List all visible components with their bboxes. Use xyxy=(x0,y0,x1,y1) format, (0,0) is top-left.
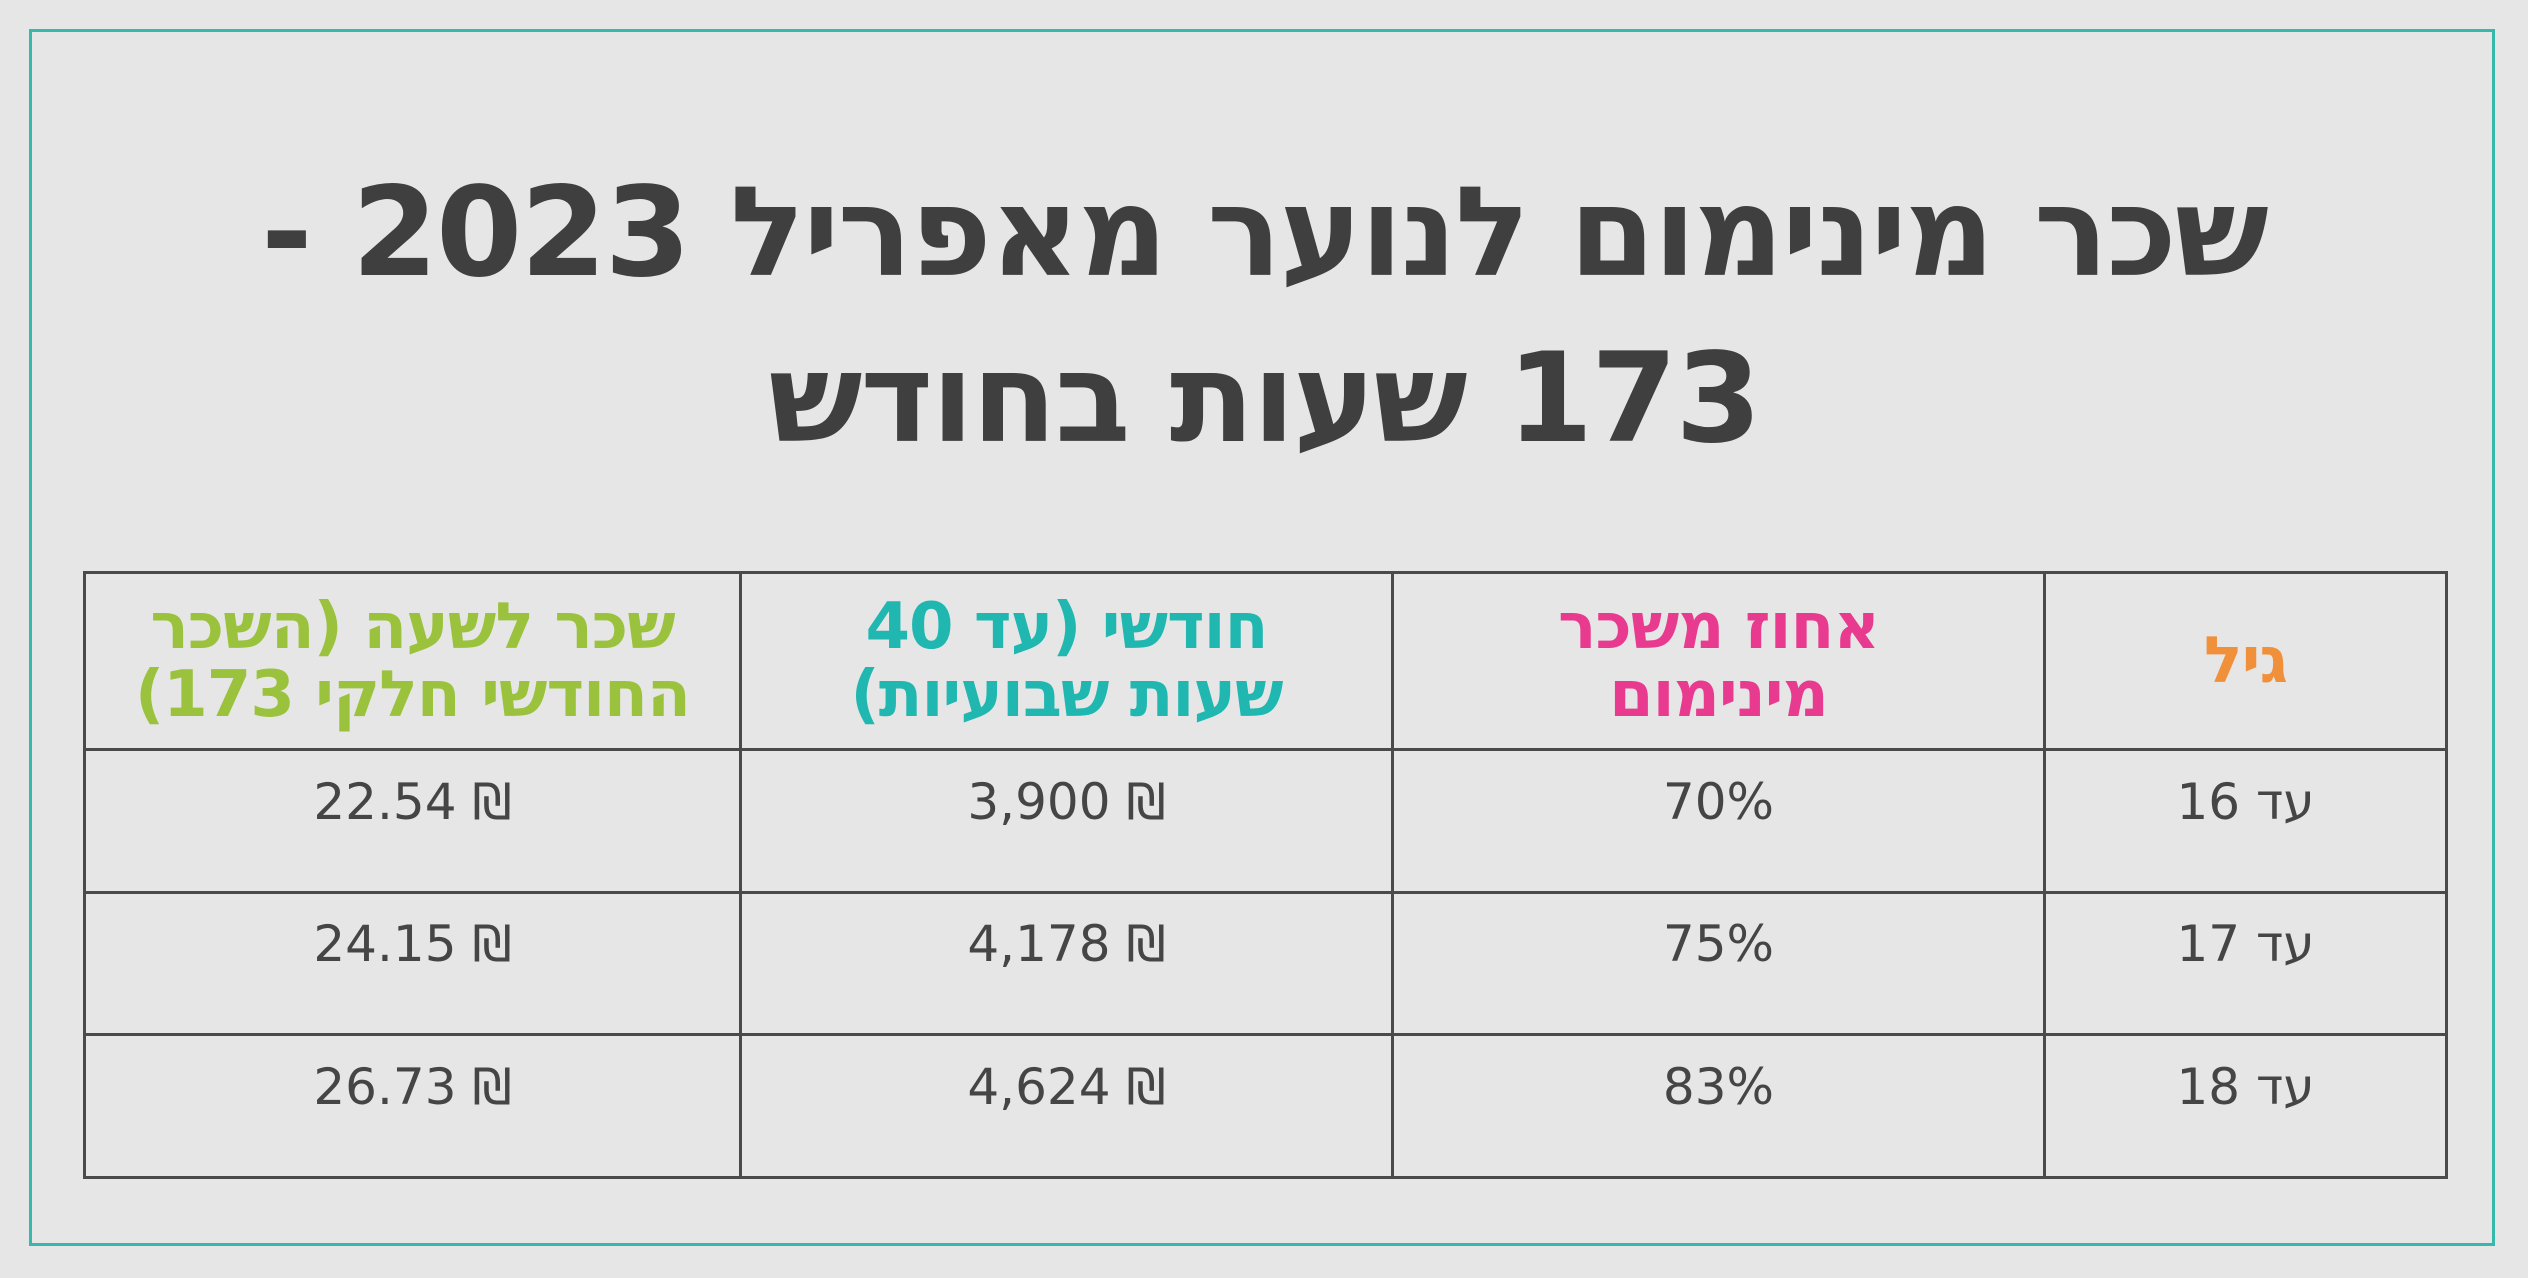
cell-hourly: ₪ 22.54 xyxy=(83,748,742,894)
table-header-row: גיל אחוז משכר מינימום חודשי (עד 40 שעות … xyxy=(83,571,2448,751)
cell-hourly: ₪ 24.15 xyxy=(83,890,742,1037)
header-monthly-line-2: שעות שבועיות) xyxy=(850,658,1283,732)
header-hourly-line-1: שכר לשעה (השכר xyxy=(150,590,675,664)
title-line-2: 173 שעות בחודש xyxy=(768,327,1761,471)
cell-age: עד 16 xyxy=(2043,748,2448,894)
table-row: עד 16 70% ₪ 3,900 ₪ 22.54 xyxy=(83,748,2448,894)
cell-hourly: ₪ 26.73 xyxy=(83,1033,742,1179)
cell-monthly: ₪ 4,624 xyxy=(739,1033,1394,1179)
header-percent: אחוז משכר מינימום xyxy=(1391,571,2046,751)
minimum-wage-table: גיל אחוז משכר מינימום חודשי (עד 40 שעות … xyxy=(83,571,2448,1179)
header-age-label: גיל xyxy=(2203,624,2288,698)
header-percent-line-1: אחוז משכר xyxy=(1557,590,1880,664)
cell-monthly: ₪ 4,178 xyxy=(739,890,1394,1037)
title-line-1: שכר מינימום לנוער מאפריל 2023 - xyxy=(261,161,2269,305)
table-row: עד 18 83% ₪ 4,624 ₪ 26.73 xyxy=(83,1033,2448,1179)
page-frame xyxy=(29,29,2495,1246)
cell-age: עד 18 xyxy=(2043,1033,2448,1179)
cell-percent: 83% xyxy=(1391,1033,2046,1179)
header-monthly-line-1: חודשי (עד 40 xyxy=(865,590,1268,664)
header-hourly: שכר לשעה (השכר החודשי חלקי 173) xyxy=(83,571,742,751)
cell-percent: 70% xyxy=(1391,748,2046,894)
cell-age: עד 17 xyxy=(2043,890,2448,1037)
cell-percent: 75% xyxy=(1391,890,2046,1037)
header-hourly-line-2: החודשי חלקי 173) xyxy=(135,658,691,732)
header-percent-line-2: מינימום xyxy=(1609,658,1829,732)
table-row: עד 17 75% ₪ 4,178 ₪ 24.15 xyxy=(83,890,2448,1037)
header-monthly: חודשי (עד 40 שעות שבועיות) xyxy=(739,571,1394,751)
header-age: גיל xyxy=(2043,571,2448,751)
page-title: שכר מינימום לנוער מאפריל 2023 - 173 שעות… xyxy=(100,150,2428,482)
cell-monthly: ₪ 3,900 xyxy=(739,748,1394,894)
